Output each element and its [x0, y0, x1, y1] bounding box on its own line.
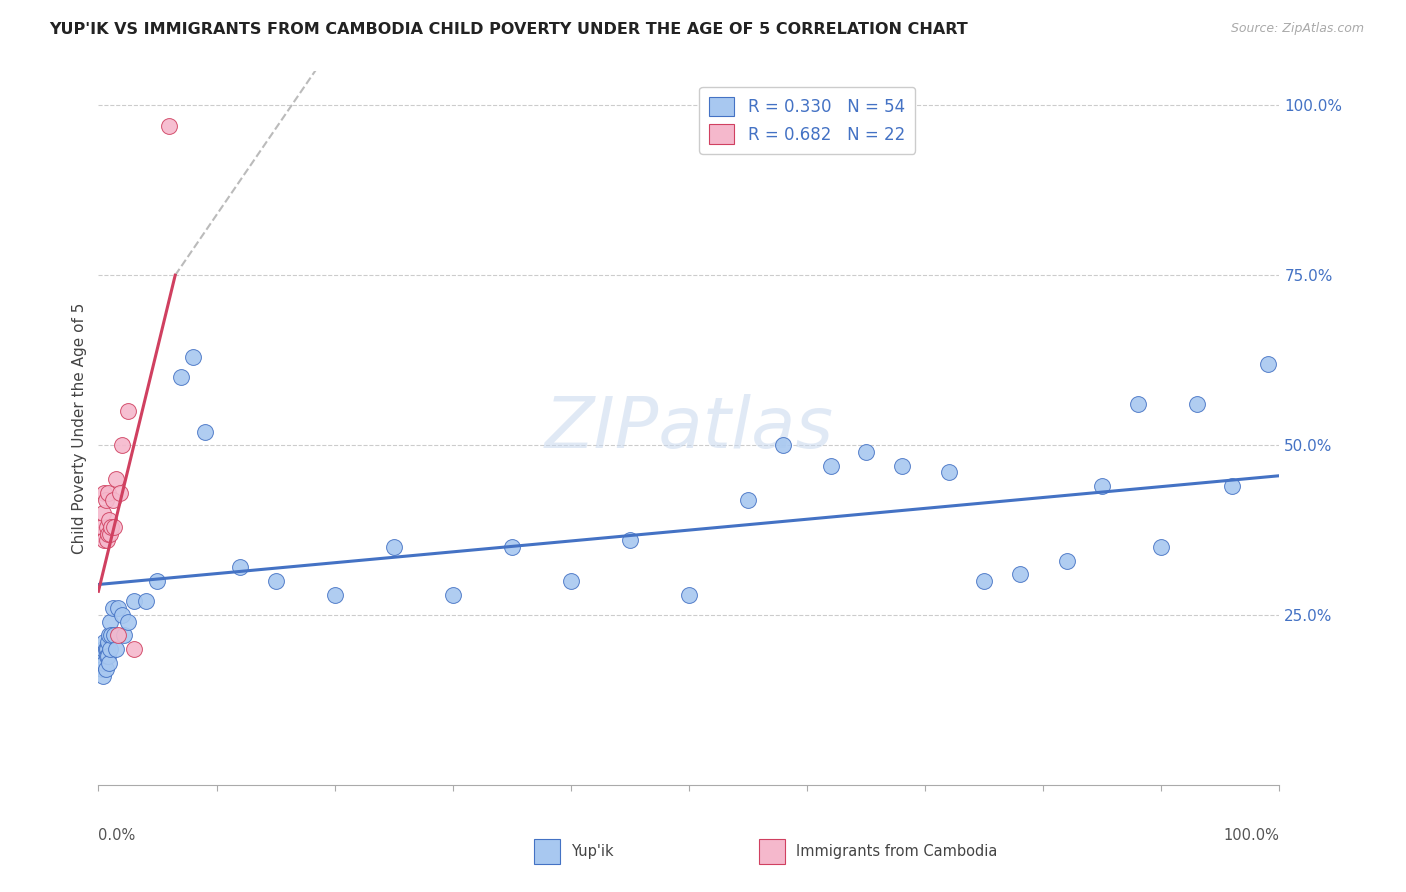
Text: Yup'ik: Yup'ik [571, 845, 613, 859]
Point [181, 350, 204, 364]
Point [97, 485, 120, 500]
Point [146, 574, 169, 588]
Point [1220, 479, 1243, 493]
Point [101, 492, 124, 507]
Point [97, 635, 120, 649]
Point [100, 628, 122, 642]
Point [93, 485, 115, 500]
Point [678, 588, 700, 602]
Point [1257, 357, 1279, 371]
Point [122, 594, 145, 608]
Point [91, 642, 114, 657]
Point [194, 425, 217, 439]
Point [103, 628, 125, 642]
Point [501, 540, 523, 554]
Point [1091, 479, 1114, 493]
Text: YUP'IK VS IMMIGRANTS FROM CAMBODIA CHILD POVERTY UNDER THE AGE OF 5 CORRELATION : YUP'IK VS IMMIGRANTS FROM CAMBODIA CHILD… [49, 22, 967, 37]
Point [855, 445, 877, 459]
Point [94, 492, 117, 507]
Point [117, 615, 139, 629]
Point [737, 492, 759, 507]
Point [1185, 397, 1208, 411]
Point [1150, 540, 1173, 554]
Point [890, 458, 912, 473]
Point [91, 669, 114, 683]
Point [101, 601, 124, 615]
Point [94, 642, 117, 657]
Point [93, 635, 115, 649]
Point [560, 574, 582, 588]
Point [105, 472, 128, 486]
Point [98, 513, 121, 527]
Point [96, 533, 118, 548]
Point [98, 628, 121, 642]
Point [91, 519, 114, 533]
Point [93, 533, 115, 548]
Point [1126, 397, 1149, 411]
Point [93, 656, 115, 670]
FancyBboxPatch shape [759, 839, 785, 864]
Point [97, 648, 120, 663]
Point [98, 642, 121, 657]
Point [94, 662, 117, 676]
Text: Source: ZipAtlas.com: Source: ZipAtlas.com [1230, 22, 1364, 36]
Point [1056, 554, 1078, 568]
Point [103, 519, 125, 533]
Point [772, 438, 794, 452]
Point [96, 642, 118, 657]
Point [98, 656, 121, 670]
FancyBboxPatch shape [534, 839, 560, 864]
Point [619, 533, 641, 548]
Point [382, 540, 405, 554]
Point [157, 119, 180, 133]
Point [122, 642, 145, 657]
Point [96, 648, 118, 663]
Point [938, 466, 960, 480]
Point [100, 519, 122, 533]
Legend: R = 0.330   N = 54, R = 0.682   N = 22: R = 0.330 N = 54, R = 0.682 N = 22 [699, 87, 915, 153]
Point [264, 574, 287, 588]
Point [229, 560, 252, 574]
Text: 100.0%: 100.0% [1223, 828, 1279, 843]
Text: ZIPatlas: ZIPatlas [544, 393, 834, 463]
Text: Immigrants from Cambodia: Immigrants from Cambodia [796, 845, 997, 859]
Text: 0.0%: 0.0% [98, 828, 135, 843]
Point [96, 519, 118, 533]
Point [98, 526, 121, 541]
Point [323, 588, 346, 602]
Point [135, 594, 157, 608]
Point [973, 574, 995, 588]
Point [170, 370, 193, 384]
Point [117, 404, 139, 418]
Point [90, 648, 112, 663]
Point [1008, 567, 1031, 582]
Point [107, 601, 129, 615]
Point [111, 608, 134, 623]
Point [820, 458, 842, 473]
Y-axis label: Child Poverty Under the Age of 5: Child Poverty Under the Age of 5 [72, 302, 87, 554]
Point [107, 628, 129, 642]
Point [112, 628, 135, 642]
Point [108, 485, 131, 500]
Point [111, 438, 134, 452]
Point [91, 662, 114, 676]
Point [97, 526, 120, 541]
Point [441, 588, 464, 602]
Point [90, 526, 112, 541]
Point [105, 642, 128, 657]
Point [91, 506, 114, 520]
Point [98, 615, 121, 629]
